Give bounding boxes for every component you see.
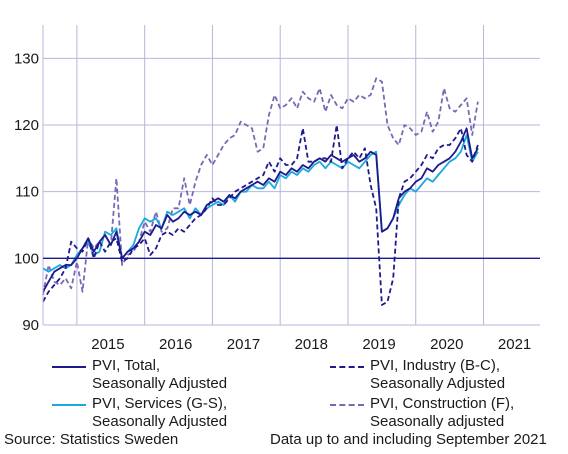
legend-item-industry: PVI, Industry (B-C), Seasonally Adjusted <box>330 357 505 393</box>
legend-swatch-services <box>52 404 86 406</box>
data-coverage-note: Data up to and including September 2021 <box>270 431 547 448</box>
axis-layer: 90 100 110 120 130 2015 2016 2017 2018 2019 2020 20… <box>14 25 540 353</box>
legend-label-line-industry-1: PVI, Industry (B-C), <box>370 357 501 374</box>
x-tick-label-2016: 2016 <box>159 336 192 353</box>
legend-item-total: PVI, Total, Seasonally Adjusted <box>52 357 227 393</box>
legend-swatch-total <box>52 366 86 368</box>
legend-swatch-industry <box>330 366 364 368</box>
legend-label-construction: PVI, Construction (F), Seasonally adjuste… <box>370 395 514 431</box>
legend-item-services: PVI, Services (G-S), Seasonally Adjusted <box>52 395 227 431</box>
legend-label-line-construction-1: PVI, Construction (F), <box>370 395 515 412</box>
legend-swatch-construction <box>330 404 364 406</box>
y-tick-label-100: 100 <box>14 250 39 267</box>
series-line-construction <box>42 77 479 296</box>
y-tick-label-110: 110 <box>15 184 39 201</box>
legend-label-line-total-1: PVI, Total, <box>92 357 161 374</box>
series-line-services <box>42 134 479 273</box>
series-line-industry <box>42 124 479 306</box>
x-tick-label-2020: 2020 <box>430 336 463 353</box>
x-tick-label-2017: 2017 <box>227 336 260 353</box>
legend-label-line-construction-2: Seasonally adjusted <box>370 413 505 430</box>
x-tick-label-2018: 2018 <box>295 336 328 353</box>
x-tick-label-2021: 2021 <box>498 336 531 353</box>
chart-area: 90 100 110 120 130 2015 2016 2017 2018 2019 2020 20… <box>14 25 540 353</box>
source-note: Source: Statistics Sweden <box>4 431 179 448</box>
legend-label-industry: PVI, Industry (B-C), Seasonally Adjusted <box>370 357 505 393</box>
grid-layer <box>43 25 540 326</box>
legend-item-construction: PVI, Construction (F), Seasonally adjuste… <box>330 395 514 431</box>
y-tick-label-90: 90 <box>22 317 39 334</box>
y-tick-label-120: 120 <box>14 117 39 134</box>
x-tick-label-2015: 2015 <box>91 336 124 353</box>
legend-label-line-industry-2: Seasonally Adjusted <box>370 375 506 392</box>
legend-label-line-services-2: Seasonally Adjusted <box>92 413 228 430</box>
series-line-total <box>42 127 479 293</box>
y-tick-label-130: 130 <box>14 50 39 67</box>
legend-label-services: PVI, Services (G-S), Seasonally Adjusted <box>92 395 227 431</box>
series-layer <box>42 77 479 306</box>
legend-label-line-total-2: Seasonally Adjusted <box>92 375 228 392</box>
x-tick-label-2019: 2019 <box>362 336 395 353</box>
legend-label-line-services-1: PVI, Services (G-S), <box>92 395 228 412</box>
legend-label-total: PVI, Total, Seasonally Adjusted <box>92 357 227 393</box>
